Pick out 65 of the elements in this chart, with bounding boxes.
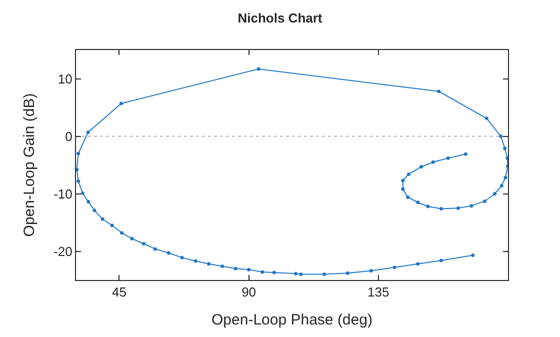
x-axis-title: Open-Loop Phase (deg) — [212, 312, 372, 329]
point — [369, 269, 373, 273]
point — [420, 164, 424, 168]
point — [260, 270, 264, 274]
point — [456, 206, 460, 210]
y-tick-label: 0 — [65, 128, 72, 144]
line-series — [76, 67, 508, 276]
point — [426, 204, 430, 208]
chart-title: Nichols Chart — [238, 10, 323, 26]
point — [484, 116, 488, 120]
point — [166, 251, 170, 255]
x-tick-label: 90 — [242, 284, 256, 300]
point — [431, 160, 435, 164]
point — [86, 130, 90, 134]
point — [416, 262, 420, 266]
y-axis-title: Open-Loop Gain (dB) — [20, 93, 38, 237]
point — [110, 224, 114, 228]
point — [207, 262, 211, 266]
y-tick-label: -10 — [54, 186, 72, 202]
point — [322, 272, 326, 276]
point — [446, 156, 450, 160]
point — [471, 254, 475, 258]
point — [100, 217, 104, 221]
point — [482, 199, 486, 203]
point — [92, 208, 96, 212]
point — [470, 204, 474, 208]
point — [142, 242, 146, 246]
point — [500, 184, 504, 188]
point — [120, 231, 124, 235]
x-tick-label: 135 — [368, 284, 390, 300]
point — [180, 256, 184, 260]
point — [346, 271, 350, 275]
point — [272, 270, 276, 274]
point — [401, 187, 405, 191]
point — [76, 168, 79, 172]
point — [406, 172, 410, 176]
y-tick-label: -20 — [54, 244, 72, 259]
point — [439, 206, 443, 210]
point — [86, 200, 90, 204]
point — [406, 195, 410, 199]
point — [119, 102, 123, 106]
point — [234, 266, 238, 270]
point — [504, 176, 508, 180]
y-tick-label: 10 — [58, 71, 72, 86]
point — [439, 258, 443, 262]
point — [503, 146, 507, 150]
point — [256, 67, 260, 71]
point — [247, 268, 251, 272]
point — [493, 192, 496, 196]
point — [76, 152, 80, 156]
x-tick-label: 45 — [112, 284, 126, 300]
point — [499, 134, 503, 138]
point — [437, 90, 441, 94]
point — [294, 272, 298, 276]
point — [299, 272, 303, 276]
point — [464, 152, 468, 156]
point — [416, 200, 420, 204]
point — [401, 178, 405, 182]
point — [153, 247, 157, 251]
point — [392, 266, 396, 270]
point — [194, 259, 198, 263]
point — [130, 236, 134, 240]
point — [76, 179, 80, 183]
point — [220, 264, 224, 268]
point — [80, 191, 84, 195]
